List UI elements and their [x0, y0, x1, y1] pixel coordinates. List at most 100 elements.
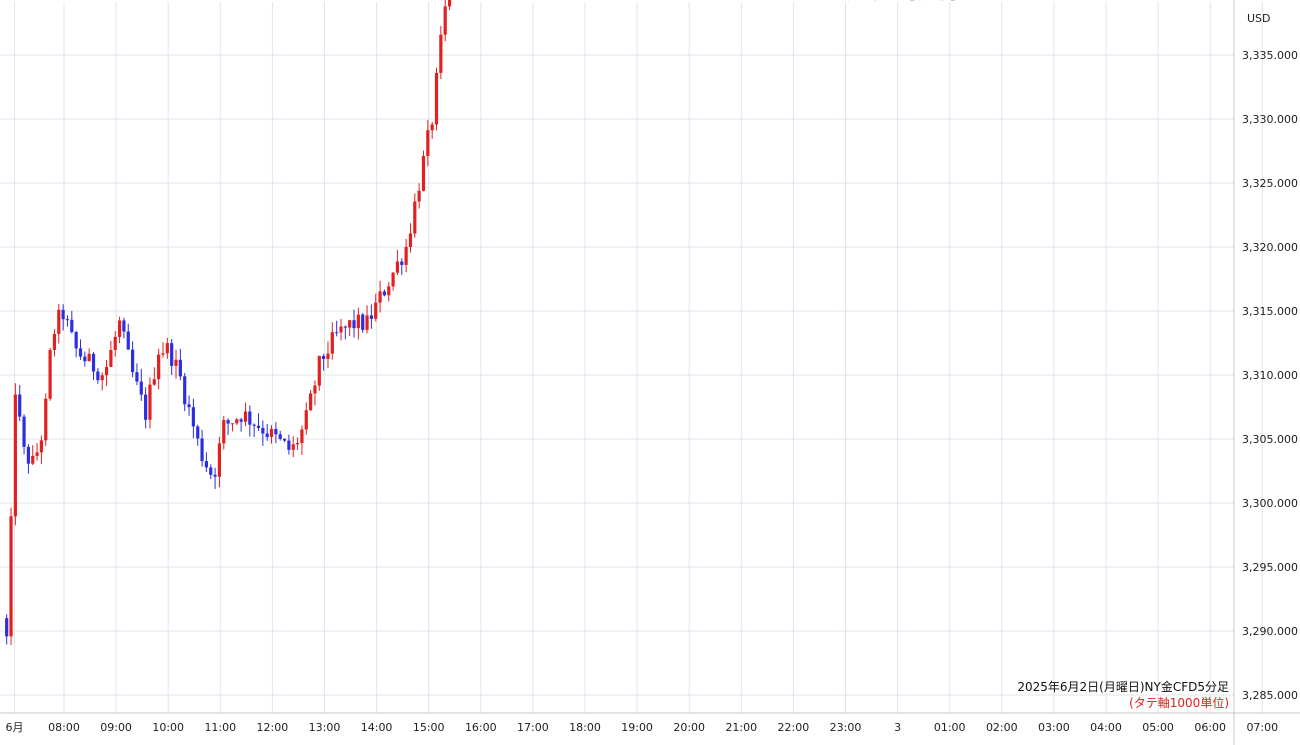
candle-body	[330, 332, 334, 354]
candle-body	[382, 291, 387, 296]
x-tick-label: 04:00	[1090, 721, 1122, 734]
x-tick-label: 01:00	[934, 721, 966, 734]
x-tick-label: 16:00	[465, 721, 497, 734]
candle-body	[317, 356, 321, 386]
x-tick-label: 12:00	[257, 721, 289, 734]
candle-body	[100, 375, 104, 381]
candle-body	[226, 420, 230, 424]
candle-body	[157, 354, 161, 380]
candle-body	[348, 320, 352, 328]
y-tick-label: 3,310.000	[1242, 369, 1298, 382]
candle-body	[322, 356, 326, 360]
candle-body	[178, 359, 182, 377]
candle-body	[35, 452, 39, 456]
x-tick-label: 6月	[6, 721, 24, 734]
candle-body	[413, 201, 417, 234]
candle-body	[265, 433, 269, 437]
candle-body	[9, 516, 13, 637]
x-tick-label: 09:00	[100, 721, 132, 734]
candle-body	[74, 332, 78, 349]
candle-body	[248, 411, 252, 425]
y-tick-label: 3,335.000	[1242, 49, 1298, 62]
x-tick-label: 05:00	[1142, 721, 1174, 734]
candle-body	[291, 444, 295, 450]
candle-body	[252, 424, 256, 426]
candle-body	[421, 156, 426, 191]
candle-body	[39, 440, 44, 453]
x-tick-label: 02:00	[986, 721, 1018, 734]
candle-body	[22, 416, 26, 447]
candle-body	[26, 446, 30, 464]
candle-body	[400, 261, 404, 265]
candle-body	[235, 419, 239, 424]
candle-body	[239, 419, 243, 422]
candle-body	[339, 326, 343, 333]
candle-body	[18, 394, 22, 417]
candle-body	[152, 379, 156, 385]
candle-body	[287, 440, 291, 450]
candle-body	[13, 394, 17, 517]
x-tick-label: 21:00	[725, 721, 757, 734]
candle-body	[170, 343, 174, 366]
candle-body	[61, 309, 65, 320]
x-tick-label: 07:00	[1246, 721, 1278, 734]
candle-body	[426, 130, 430, 157]
candle-body	[443, 6, 447, 35]
candle-body	[31, 455, 35, 464]
y-tick-label: 3,320.000	[1242, 241, 1298, 254]
candle-body	[209, 467, 213, 475]
candle-body	[113, 336, 117, 350]
candle-body	[213, 474, 217, 477]
candle-body	[148, 384, 152, 420]
x-tick-label: 10:00	[152, 721, 184, 734]
x-tick-label: 3	[894, 721, 901, 734]
candle-body	[369, 315, 373, 319]
candle-body	[404, 247, 408, 265]
candle-body	[374, 302, 378, 319]
candle-body	[70, 319, 74, 333]
x-tick-label: 19:00	[621, 721, 653, 734]
x-tick-label: 11:00	[204, 721, 236, 734]
candle-body	[243, 411, 248, 422]
candle-body	[91, 353, 96, 372]
x-tick-label: 03:00	[1038, 721, 1070, 734]
candle-body	[174, 359, 178, 366]
candle-body	[313, 385, 317, 394]
candle-body	[130, 349, 135, 373]
annotation-label: 製造業PMI【改定値】	[845, 0, 962, 2]
candle-body	[365, 315, 369, 330]
x-tick-label: 13:00	[309, 721, 341, 734]
x-tick-label: 23:00	[830, 721, 862, 734]
candle-body	[274, 428, 278, 435]
candle-body	[387, 286, 391, 296]
candle-body	[161, 353, 165, 355]
candle-body	[83, 356, 87, 362]
x-tick-label: 06:00	[1194, 721, 1226, 734]
candle-body	[439, 34, 443, 73]
candle-body	[78, 348, 83, 357]
x-tick-label: 15:00	[413, 721, 445, 734]
candle-body	[122, 320, 126, 332]
currency-label: USD	[1247, 12, 1271, 25]
candle-body	[222, 420, 226, 444]
candle-body	[5, 618, 9, 637]
candle-body	[417, 190, 421, 202]
candle-body	[356, 314, 360, 329]
candle-body	[295, 443, 300, 445]
candle-body	[278, 434, 282, 439]
candle-body	[87, 353, 91, 362]
candle-body	[65, 319, 70, 321]
candle-body	[204, 461, 209, 468]
x-tick-label: 18:00	[569, 721, 601, 734]
caption-title: 2025年6月2日(月曜日)NY金CFD5分足	[1017, 679, 1229, 694]
y-tick-label: 3,305.000	[1242, 433, 1298, 446]
candle-body	[196, 426, 200, 439]
candle-body	[57, 309, 61, 334]
x-tick-label: 14:00	[361, 721, 393, 734]
candle-body	[309, 393, 313, 411]
candle-body	[191, 407, 195, 427]
candle-body	[361, 314, 365, 330]
candle-body	[230, 423, 235, 425]
candle-body	[261, 427, 265, 434]
